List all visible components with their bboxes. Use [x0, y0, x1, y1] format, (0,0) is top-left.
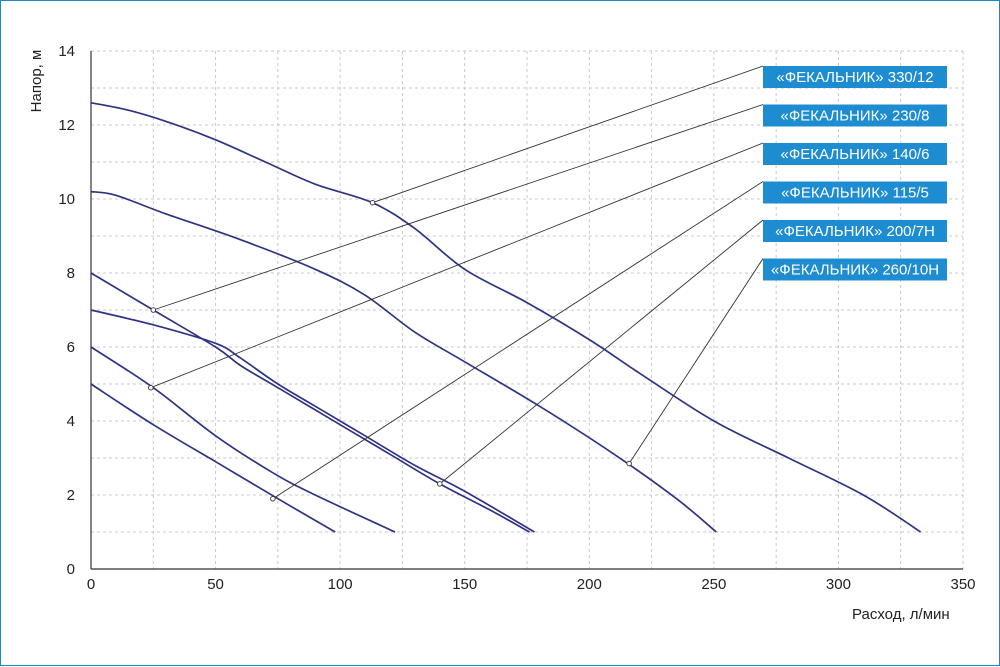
leader-line	[372, 65, 764, 204]
x-tick-label: 250	[701, 576, 726, 593]
leader-line	[153, 104, 764, 311]
legend-label: «ФЕКАЛЬНИК» 140/6	[781, 146, 930, 163]
series-line	[90, 383, 336, 533]
y-tick-label: 2	[67, 487, 75, 504]
legend-box	[763, 66, 947, 88]
legend-label: «ФЕКАЛЬНИК» 330/12	[776, 69, 933, 86]
series-line	[90, 190, 717, 533]
y-tick-label: 12	[58, 117, 75, 134]
legend-label: «ФЕКАЛЬНИК» 260/10Н	[771, 262, 939, 279]
x-tick-label: 50	[207, 576, 224, 593]
legend-box	[763, 104, 947, 127]
legend: «ФЕКАЛЬНИК» 330/12 «ФЕКАЛЬНИК» 230/8 «ФЕКА…	[763, 66, 947, 281]
y-tick-label: 0	[67, 561, 75, 578]
y-tick-label: 8	[67, 265, 75, 282]
series-marker	[626, 460, 632, 467]
y-tick-label: 6	[67, 339, 75, 356]
x-axis-title: Расход, л/мин	[852, 606, 950, 623]
series-line	[90, 346, 396, 533]
tick-labels: 0 50 100 150 200 250 300 350 0 2 4 6 8 10 12 14	[58, 43, 975, 593]
legend-label: «ФЕКАЛЬНИК» 230/8	[781, 108, 930, 125]
legend-label: «ФЕКАЛЬНИК» 115/5	[781, 185, 929, 202]
series-marker	[437, 481, 443, 487]
series-line	[90, 272, 530, 533]
y-tick-label: 14	[58, 43, 75, 60]
leader-line	[628, 258, 764, 464]
y-tick-label: 4	[67, 413, 75, 430]
series-marker	[148, 384, 154, 391]
series-marker	[270, 495, 276, 502]
x-tick-label: 200	[577, 576, 602, 593]
leader-lines	[148, 65, 764, 502]
leader-line	[439, 219, 764, 485]
y-axis-title: Напор, м	[28, 50, 45, 113]
grid	[91, 50, 964, 569]
series-lines	[90, 101, 922, 533]
legend-label: «ФЕКАЛЬНИК» 200/7Н	[775, 223, 935, 240]
leader-line	[272, 181, 764, 500]
legend-box	[763, 220, 947, 242]
leader-line	[150, 142, 764, 389]
x-tick-label: 150	[452, 576, 477, 593]
x-tick-label: 300	[826, 576, 851, 593]
x-tick-label: 0	[87, 576, 95, 593]
legend-box	[763, 181, 947, 204]
x-tick-label: 350	[950, 576, 975, 593]
series-line	[90, 309, 535, 533]
x-tick-label: 100	[328, 576, 353, 593]
legend-box	[763, 143, 947, 165]
legend-box	[763, 258, 947, 281]
series-line	[90, 101, 922, 533]
y-tick-label: 10	[58, 191, 75, 208]
series-marker	[150, 307, 157, 313]
series-marker	[369, 199, 376, 206]
